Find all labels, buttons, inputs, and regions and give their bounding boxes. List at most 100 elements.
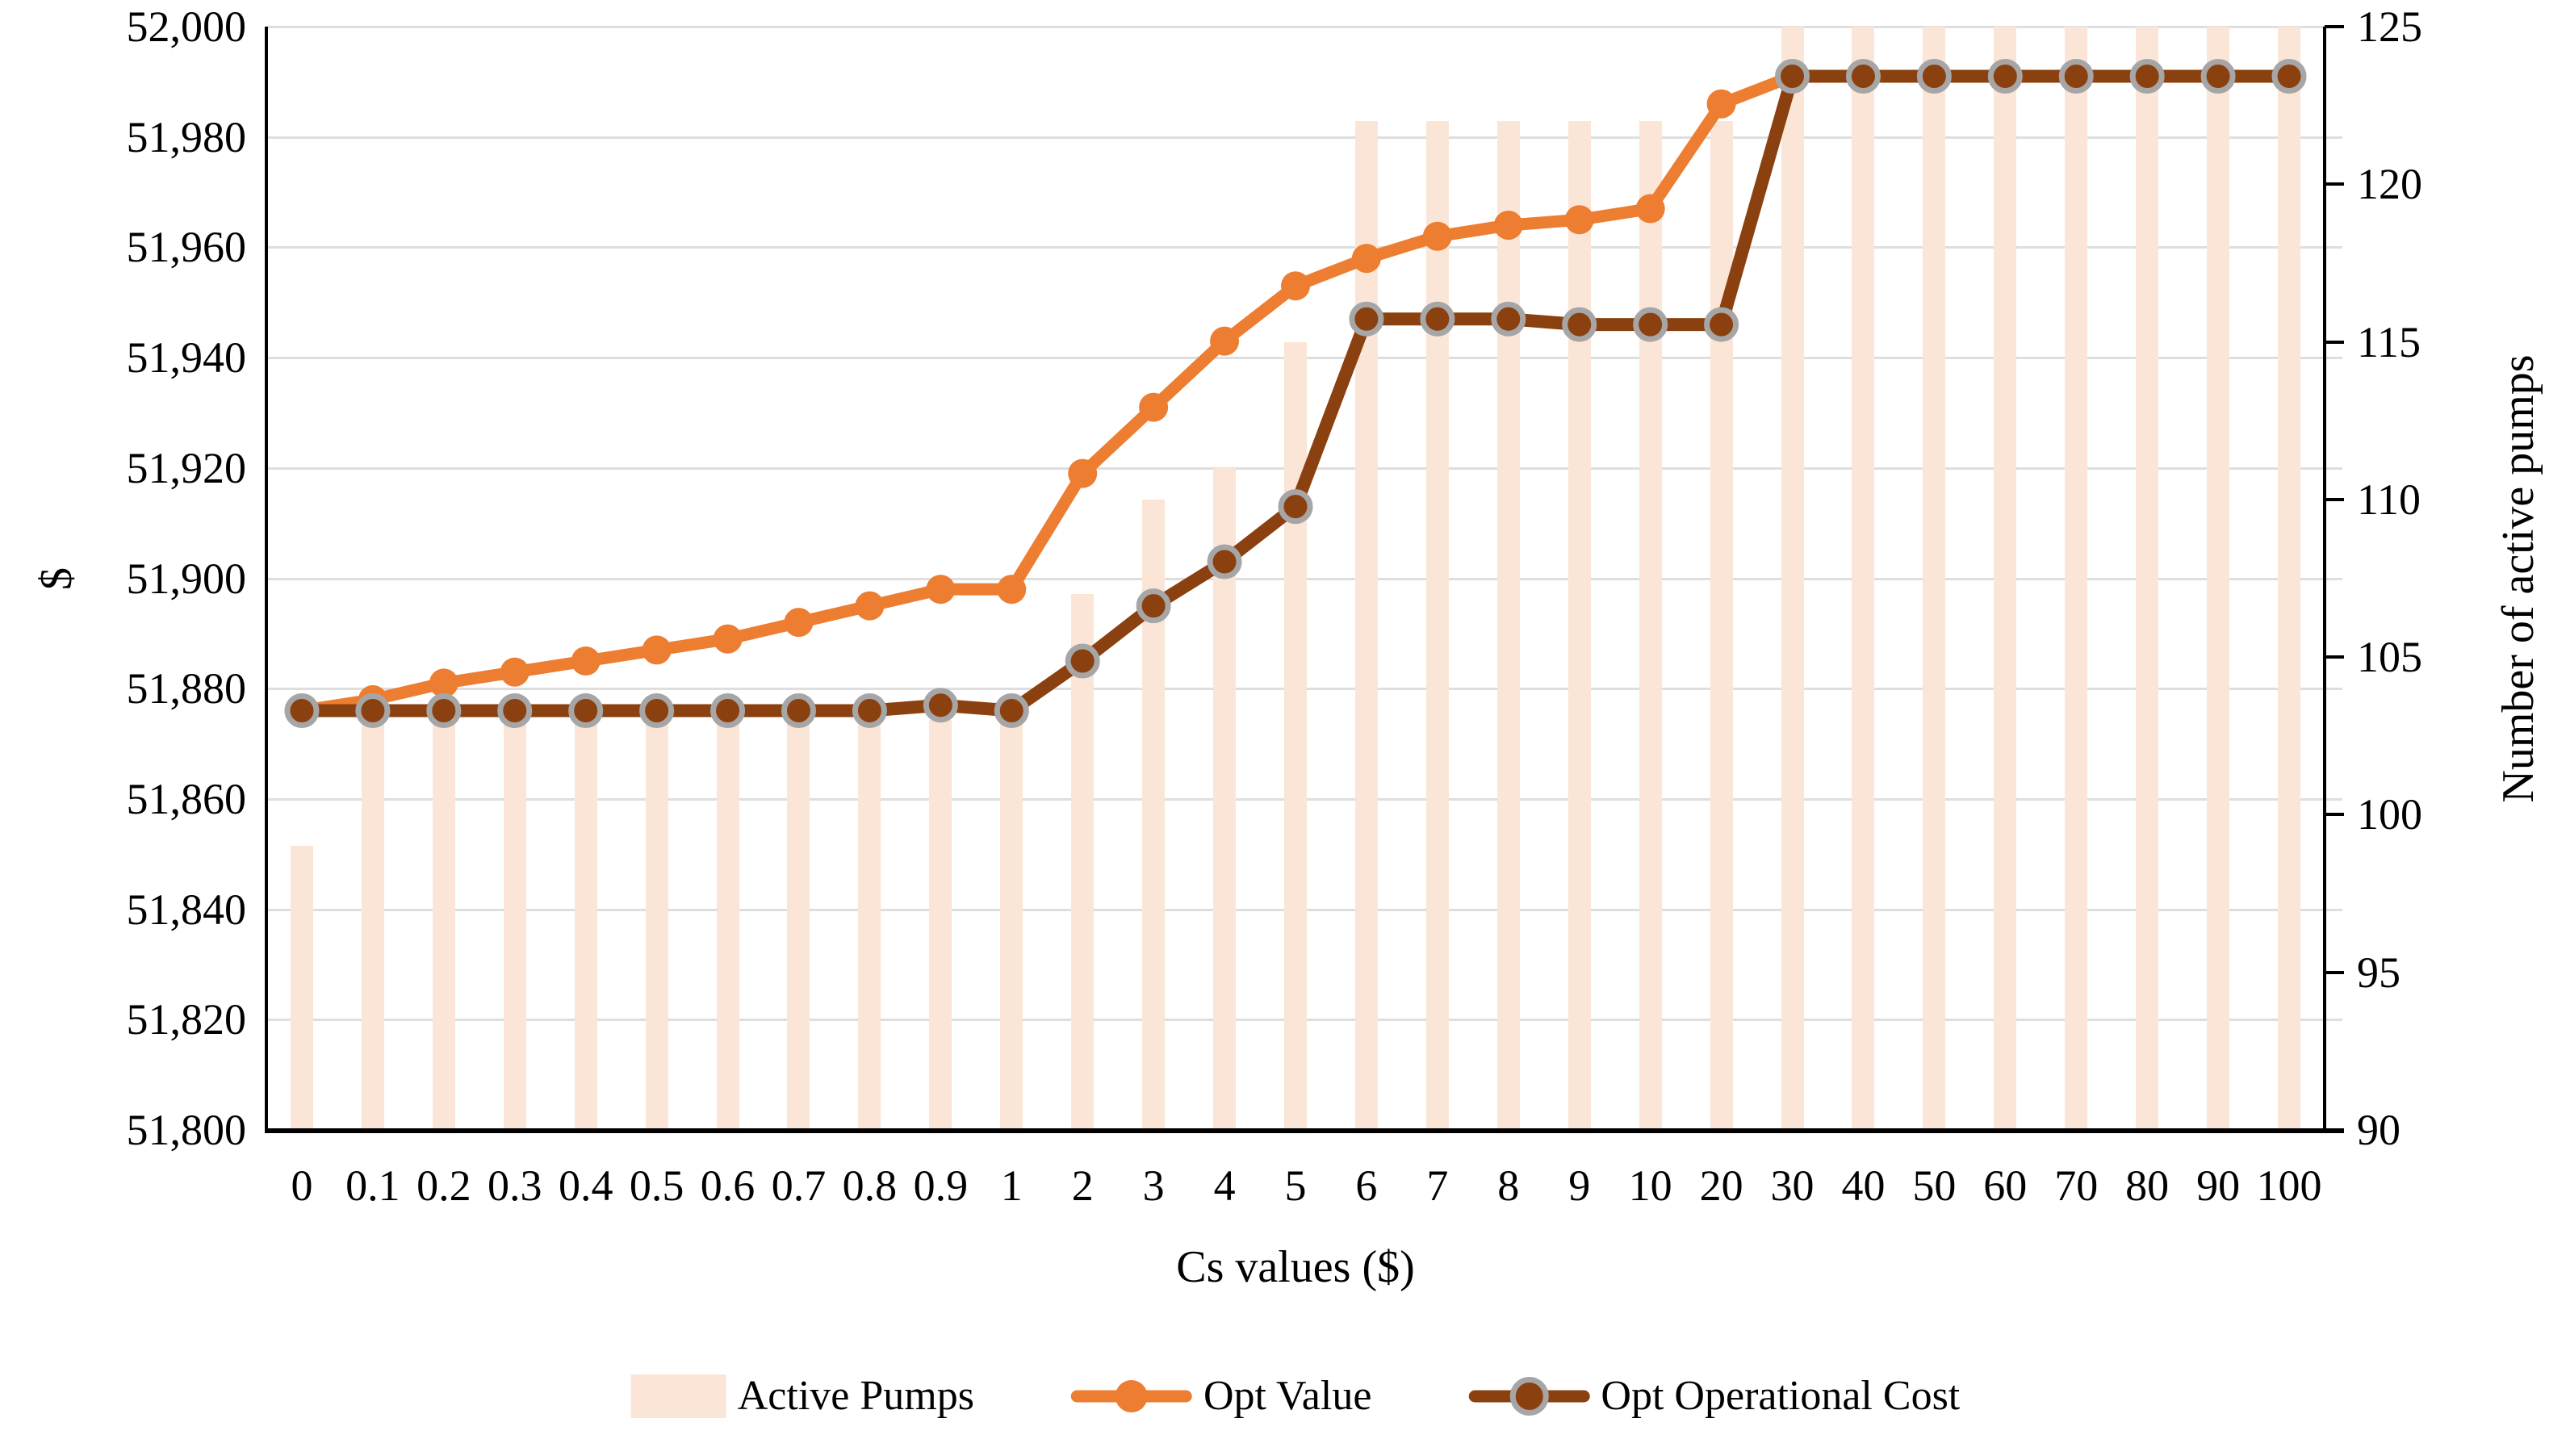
marker-opt-operational-cost — [994, 693, 1029, 729]
right-axis-tick-label: 120 — [2357, 160, 2422, 209]
marker-opt-operational-cost — [1491, 301, 1526, 337]
bar-active-pumps — [1000, 720, 1023, 1130]
marker-opt-operational-cost — [1916, 59, 1952, 94]
opt-value-line-icon — [1070, 1374, 1192, 1418]
left-axis-tick-label: 51,800 — [126, 1106, 247, 1154]
bar-active-pumps — [290, 846, 313, 1130]
line-opt-operational-cost — [295, 69, 2296, 718]
marker-opt-value — [429, 668, 458, 698]
x-axis-tick-label: 60 — [1983, 1161, 2028, 1210]
left-axis-tick-label: 51,840 — [126, 885, 247, 934]
x-axis-tick-label: 20 — [1699, 1161, 1743, 1210]
bar-active-pumps — [858, 720, 881, 1130]
left-axis-tick-label: 51,940 — [126, 333, 247, 383]
marker-opt-value — [1351, 244, 1381, 274]
left-axis-tick-label: 51,860 — [126, 774, 247, 823]
left-axis-tick-label: 51,920 — [126, 443, 247, 492]
x-axis-tick-label: 1 — [1000, 1161, 1023, 1210]
x-axis-tick-label: 0.8 — [842, 1161, 898, 1210]
bar-active-pumps — [787, 720, 810, 1130]
marker-opt-value — [784, 608, 814, 638]
right-axis-title: Number of active pumps — [2493, 354, 2543, 803]
left-axis-tick-label: 52,000 — [126, 2, 247, 51]
legend-label-opt-operational-cost: Opt Operational Cost — [1601, 1373, 1961, 1419]
bar-active-pumps — [1781, 27, 1804, 1130]
right-axis-tick-mark — [2325, 25, 2344, 28]
bottom-axis-line — [265, 1128, 2344, 1133]
x-axis-tick-label: 70 — [2054, 1161, 2099, 1210]
right-axis-tick-label: 115 — [2357, 317, 2421, 366]
marker-opt-value — [1706, 89, 1736, 119]
left-axis-tick-label: 51,960 — [126, 223, 247, 272]
marker-opt-value — [1635, 194, 1665, 224]
marker-opt-operational-cost — [852, 693, 887, 729]
gridline — [266, 26, 2342, 28]
bar-active-pumps — [929, 720, 952, 1130]
right-axis-tick-label: 95 — [2357, 948, 2400, 997]
left-axis-line — [265, 27, 268, 1132]
right-axis-tick-mark — [2325, 1128, 2344, 1132]
legend-item-opt-operational-cost: Opt Operational Cost — [1468, 1372, 1960, 1420]
line-opt-value — [295, 70, 2296, 718]
left-axis-tick-label: 51,900 — [126, 554, 247, 603]
marker-opt-operational-cost — [639, 693, 675, 729]
x-axis-tick-label: 6 — [1355, 1161, 1378, 1210]
bar-active-pumps — [2207, 27, 2230, 1130]
right-axis-tick-label: 100 — [2357, 790, 2422, 839]
marker-opt-operational-cost — [1562, 307, 1597, 342]
bar-active-pumps — [716, 720, 739, 1130]
marker-opt-operational-cost — [1775, 59, 1810, 94]
marker-opt-operational-cost — [284, 693, 320, 729]
bar-active-pumps — [574, 720, 597, 1130]
right-axis-tick-label: 125 — [2357, 2, 2422, 51]
x-axis-tick-label: 0.5 — [629, 1161, 684, 1210]
right-axis-tick-mark — [2325, 970, 2344, 974]
right-axis-tick-label: 110 — [2357, 475, 2421, 524]
right-axis-tick-mark — [2325, 340, 2344, 344]
x-axis-tick-label: 0.2 — [416, 1161, 471, 1210]
opt-operational-cost-line-icon — [1468, 1374, 1590, 1418]
marker-opt-value — [926, 575, 956, 605]
bar-active-pumps — [1071, 594, 1095, 1130]
left-axis-tick-label: 51,980 — [126, 112, 247, 161]
marker-opt-operational-cost — [1987, 59, 2023, 94]
right-axis-tick-mark — [2325, 497, 2344, 501]
x-axis-title: Cs values ($) — [1176, 1242, 1415, 1292]
marker-opt-operational-cost — [2058, 59, 2094, 94]
marker-opt-value — [1493, 211, 1523, 241]
x-axis-tick-label: 2 — [1071, 1161, 1094, 1210]
x-axis-tick-label: 0 — [291, 1161, 313, 1210]
bar-active-pumps — [1923, 27, 1946, 1130]
marker-opt-value — [500, 657, 529, 687]
marker-opt-operational-cost — [2200, 59, 2236, 94]
legend-label-active-pumps: Active Pumps — [737, 1373, 974, 1419]
marker-opt-operational-cost — [781, 693, 816, 729]
bar-active-pumps — [1852, 27, 1875, 1130]
marker-opt-operational-cost — [355, 693, 391, 729]
marker-opt-operational-cost — [923, 688, 958, 723]
marker-opt-value — [642, 635, 672, 665]
x-axis-tick-label: 90 — [2196, 1161, 2241, 1210]
marker-opt-value — [855, 591, 885, 621]
x-axis-tick-label: 10 — [1628, 1161, 1672, 1210]
marker-opt-operational-cost — [1207, 544, 1242, 579]
bar-active-pumps — [1568, 121, 1591, 1130]
marker-opt-value — [1068, 458, 1098, 488]
marker-opt-operational-cost — [1136, 588, 1171, 624]
marker-opt-operational-cost — [710, 693, 746, 729]
bar-active-pumps — [1639, 121, 1662, 1130]
x-axis-tick-label: 40 — [1841, 1161, 1886, 1210]
bar-active-pumps — [1425, 121, 1449, 1130]
left-axis-title: $ — [31, 567, 82, 590]
marker-opt-value — [1564, 205, 1594, 235]
x-axis-tick-label: 0.4 — [558, 1161, 613, 1210]
bar-active-pumps — [1994, 27, 2017, 1130]
opt-operational-cost-marker-icon — [1509, 1376, 1549, 1416]
right-axis-line — [2323, 27, 2326, 1132]
marker-opt-operational-cost — [2271, 59, 2307, 94]
marker-opt-operational-cost — [2129, 59, 2165, 94]
right-axis-tick-label: 90 — [2357, 1106, 2400, 1154]
x-axis-tick-label: 0.1 — [345, 1161, 400, 1210]
legend-label-opt-value: Opt Value — [1203, 1373, 1372, 1419]
